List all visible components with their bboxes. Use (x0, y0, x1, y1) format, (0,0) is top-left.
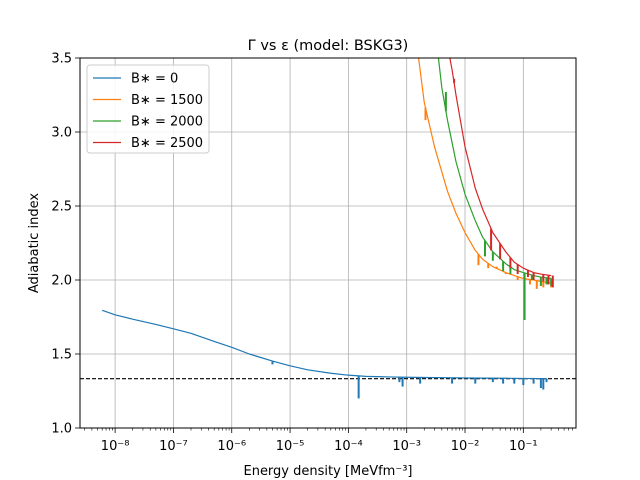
legend-label: B∗ = 2000 (131, 115, 203, 130)
chart-title: Γ vs ε (model: BSKG3) (248, 38, 409, 54)
legend: B∗ = 0 B∗ = 1500 B∗ = 2000 B∗ = 2500 (86, 64, 210, 154)
legend-entry: B∗ = 2000 (93, 115, 203, 130)
x-tick-label: 10⁻⁵ (276, 439, 305, 454)
tick-layer: 10⁻⁸ 10⁻⁷ 10⁻⁶ 10⁻⁵ 10⁻⁴ 10⁻³ 10⁻² 10⁻¹ 1.0 1.5 2.… (51, 52, 573, 454)
x-tick-label: 10⁻² (451, 439, 480, 454)
y-tick-label: 2.0 (51, 274, 72, 289)
y-tick-label: 3.0 (51, 126, 72, 141)
x-tick-label: 10⁻³ (392, 439, 421, 454)
x-tick-label: 10⁻⁸ (101, 439, 130, 454)
legend-entry: B∗ = 0 (93, 72, 178, 87)
y-tick-label: 1.0 (51, 422, 72, 437)
legend-entry: B∗ = 1500 (93, 93, 203, 108)
legend-entry: B∗ = 2500 (93, 136, 203, 151)
y-tick-label: 1.5 (51, 348, 72, 363)
y-tick-label: 3.5 (51, 52, 72, 67)
series-layer (101, 57, 554, 399)
plot-frame (79, 57, 577, 429)
x-tick-label: 10⁻⁷ (159, 439, 188, 454)
series-line (101, 309, 547, 380)
legend-label: B∗ = 1500 (131, 93, 203, 108)
x-tick-label: 10⁻⁶ (217, 439, 246, 454)
y-axis-label: Adiabatic index (27, 193, 42, 294)
x-axis-label: Energy density [MeVfm⁻³] (243, 464, 412, 479)
x-tick-label: 10⁻¹ (509, 439, 538, 454)
legend-box (86, 64, 210, 154)
y-tick-label: 2.5 (51, 200, 72, 215)
series-0 (101, 309, 548, 399)
legend-label: B∗ = 0 (131, 72, 178, 87)
x-tick-label: 10⁻⁴ (334, 439, 363, 454)
series-3 (449, 57, 554, 288)
legend-label: B∗ = 2500 (131, 136, 203, 151)
